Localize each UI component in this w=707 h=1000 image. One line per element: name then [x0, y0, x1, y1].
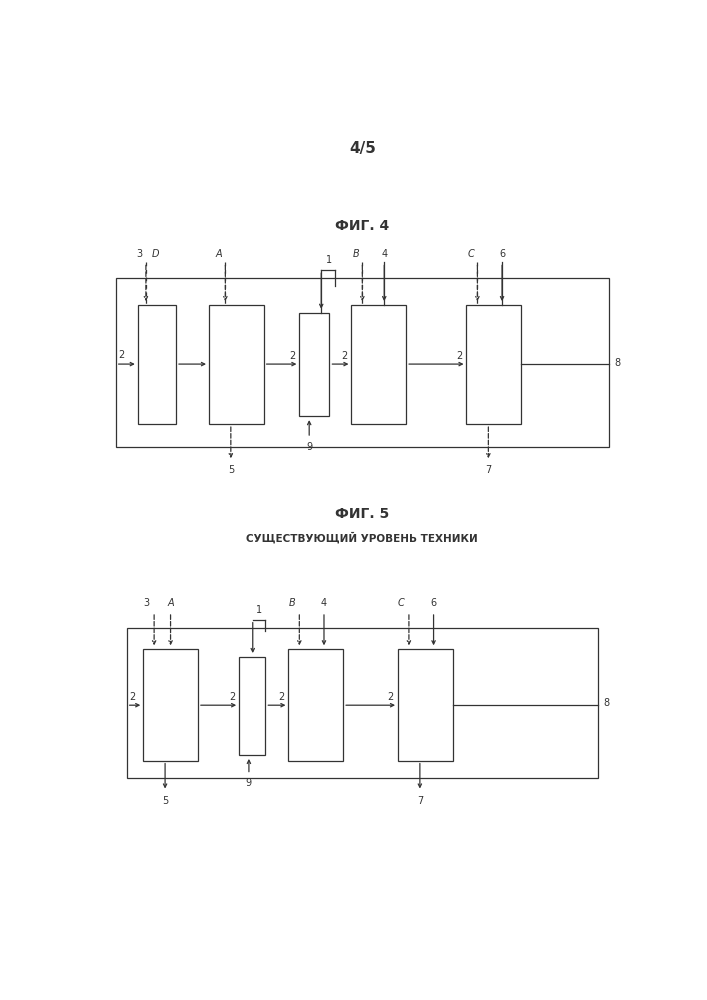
Bar — [351, 305, 407, 424]
Text: 3: 3 — [136, 249, 142, 259]
Text: 2: 2 — [387, 692, 394, 702]
Text: 2: 2 — [456, 351, 462, 361]
Text: 3: 3 — [144, 598, 149, 608]
Text: 9: 9 — [306, 442, 312, 452]
Bar — [398, 649, 452, 761]
Text: 1: 1 — [327, 255, 332, 265]
Bar — [127, 628, 598, 778]
Text: 1: 1 — [256, 605, 262, 615]
Text: 6: 6 — [499, 249, 505, 259]
Text: 5: 5 — [228, 465, 234, 475]
Text: 4: 4 — [321, 598, 327, 608]
Text: СУЩЕСТВУЮЩИЙ УРОВЕНЬ ТЕХНИКИ: СУЩЕСТВУЮЩИЙ УРОВЕНЬ ТЕХНИКИ — [247, 532, 478, 543]
Text: D: D — [152, 249, 160, 259]
Text: 2: 2 — [229, 692, 235, 702]
Text: 4: 4 — [381, 249, 387, 259]
Bar — [288, 649, 343, 761]
Text: 2: 2 — [289, 351, 296, 361]
Text: 8: 8 — [604, 698, 609, 708]
Text: C: C — [398, 598, 404, 608]
Bar — [138, 305, 176, 424]
Text: A: A — [168, 598, 174, 608]
Bar — [144, 649, 198, 761]
Bar — [239, 657, 265, 755]
Text: B: B — [352, 249, 359, 259]
Bar — [299, 312, 329, 416]
Text: 7: 7 — [416, 796, 423, 806]
Text: 2: 2 — [278, 692, 284, 702]
Text: 5: 5 — [162, 796, 168, 806]
Text: C: C — [467, 249, 474, 259]
Text: ФИГ. 5: ФИГ. 5 — [335, 507, 390, 521]
Text: 2: 2 — [119, 350, 124, 360]
Text: B: B — [288, 598, 295, 608]
Text: 4/5: 4/5 — [349, 141, 376, 156]
Text: 8: 8 — [614, 358, 621, 368]
Text: 2: 2 — [341, 351, 347, 361]
Bar — [116, 278, 609, 447]
Text: 2: 2 — [129, 692, 136, 702]
Bar — [467, 305, 521, 424]
Text: 6: 6 — [431, 598, 437, 608]
Bar — [209, 305, 264, 424]
Text: A: A — [216, 249, 222, 259]
Text: 7: 7 — [485, 465, 491, 475]
Text: 9: 9 — [246, 778, 252, 788]
Text: ФИГ. 4: ФИГ. 4 — [335, 219, 390, 233]
